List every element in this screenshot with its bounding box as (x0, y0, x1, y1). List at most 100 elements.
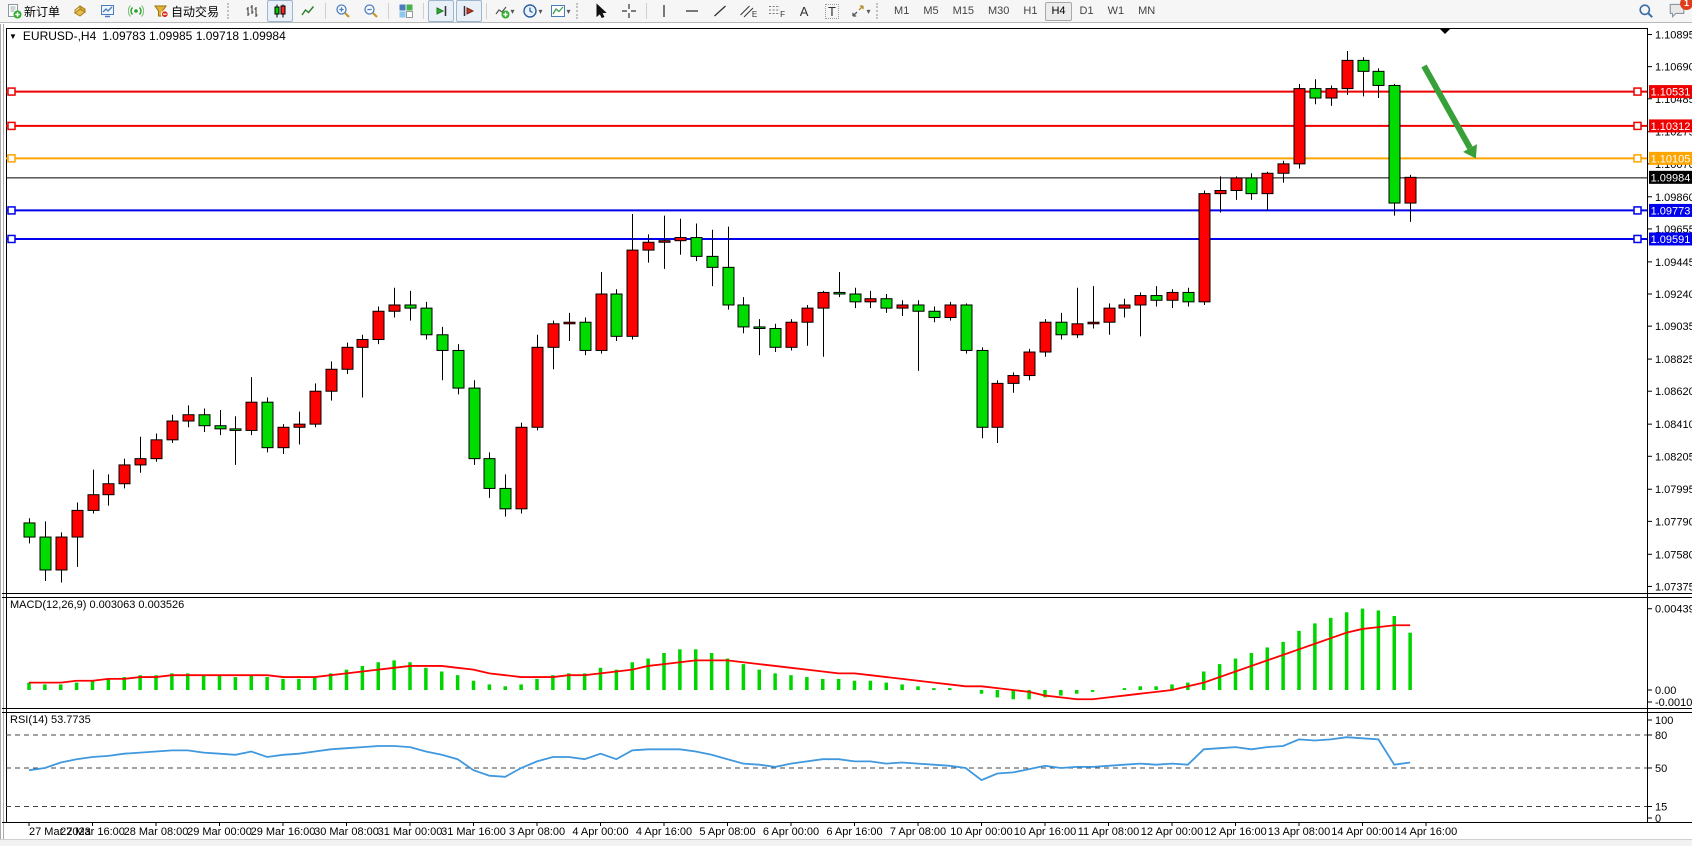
price-tick: 1.09240 (1655, 289, 1692, 301)
timeframe-M30[interactable]: M30 (988, 4, 1010, 17)
channel-letter: E (751, 9, 758, 19)
timeframe-W1[interactable]: W1 (1107, 4, 1125, 17)
templates-button[interactable]: ▾ (547, 0, 573, 22)
price-tick: 1.08205 (1655, 451, 1692, 463)
top-marker-triangle (1440, 29, 1450, 34)
tile-windows-button[interactable] (393, 0, 419, 22)
rsi-label: RSI(14) 53.7735 (10, 714, 91, 726)
chevron-down-icon[interactable]: ▾ (566, 6, 571, 16)
timeframe-M5[interactable]: M5 (923, 4, 939, 17)
toolbar-right-group: 1 (1632, 0, 1692, 22)
channel-lines-icon (739, 3, 755, 19)
toolbar-separator (486, 3, 488, 19)
rsi-tick: 50 (1655, 763, 1667, 775)
time-label[interactable]: 28 Mar 08:00 (124, 826, 189, 838)
clock-icon (522, 3, 538, 19)
price-tick: 1.08410 (1655, 419, 1692, 431)
price-tick: 1.07790 (1655, 516, 1692, 528)
time-label[interactable]: 31 Mar 00:00 (378, 826, 443, 838)
time-label[interactable]: 7 Apr 08:00 (890, 826, 946, 838)
signals-button[interactable] (123, 0, 149, 22)
price-tag: 1.10531 (1651, 87, 1691, 99)
fibonacci-button[interactable]: F (763, 0, 789, 22)
timeframe-H4[interactable]: H4 (1045, 1, 1072, 21)
auto-scroll-button[interactable] (428, 0, 455, 22)
time-label[interactable]: 10 Apr 00:00 (950, 826, 1012, 838)
chat-button[interactable]: 1 (1668, 0, 1692, 22)
text-label-button[interactable]: T (819, 0, 845, 22)
line-chart-button[interactable] (295, 0, 321, 22)
algo-trading-button[interactable]: 自动交易 (151, 0, 224, 22)
arrows-button[interactable]: ▾ (847, 0, 873, 22)
indicators-button[interactable]: ▾ (491, 0, 517, 22)
bar-chart-button[interactable] (239, 0, 265, 22)
chevron-down-icon[interactable]: ▾ (538, 6, 543, 16)
cursor-button[interactable] (588, 0, 614, 22)
time-label[interactable]: 29 Mar 00:00 (187, 826, 252, 838)
trendline-button[interactable] (707, 0, 733, 22)
chart-shift-button[interactable] (456, 0, 483, 22)
time-label[interactable]: 5 Apr 08:00 (699, 826, 755, 838)
time-label[interactable]: 11 Apr 08:00 (1078, 826, 1140, 838)
time-label[interactable]: 12 Apr 16:00 (1204, 826, 1266, 838)
time-label[interactable]: 29 Mar 16:00 (251, 826, 316, 838)
time-label[interactable]: 6 Apr 00:00 (763, 826, 819, 838)
chevron-down-icon[interactable]: ▾ (510, 6, 515, 16)
green-arrow[interactable] (1421, 64, 1473, 150)
horizontal-line-button[interactable] (679, 0, 705, 22)
algo-trading-label: 自动交易 (171, 4, 220, 19)
time-label[interactable]: 14 Apr 00:00 (1331, 826, 1393, 838)
time-label[interactable]: 30 Mar 08:00 (314, 826, 379, 838)
chart-ohlc-quote: 1.09783 1.09985 1.09718 1.09984 (102, 29, 286, 43)
horizontal-line-icon (684, 3, 700, 19)
toolbar-grip (876, 3, 883, 19)
toolbar-separator (423, 3, 425, 19)
crosshair-button[interactable] (616, 0, 642, 22)
title-triangle-icon[interactable]: ▼ (9, 31, 17, 41)
chart-window-button[interactable] (95, 0, 121, 22)
time-label[interactable]: 27 Mar 2023 (29, 826, 91, 838)
candlestick-icon (272, 3, 288, 19)
timeframe-D1[interactable]: D1 (1079, 4, 1094, 17)
time-label[interactable]: 6 Apr 16:00 (826, 826, 882, 838)
time-label[interactable]: 27 Mar 16:00 (60, 826, 125, 838)
time-label[interactable]: 4 Apr 16:00 (636, 826, 692, 838)
timeframe-M1[interactable]: M1 (894, 4, 910, 17)
macd-label: MACD(12,26,9) 0.003063 0.003526 (10, 599, 185, 611)
time-label[interactable]: 13 Apr 08:00 (1268, 826, 1330, 838)
gold-cube-icon (72, 3, 88, 19)
time-label[interactable]: 31 Mar 16:00 (441, 826, 506, 838)
time-label[interactable]: 14 Apr 16:00 (1395, 826, 1457, 838)
tile-windows-icon (398, 3, 414, 19)
panel-borders (0, 24, 1692, 846)
toolbar-separator (646, 3, 648, 19)
equidistant-channel-button[interactable]: E (735, 0, 761, 22)
funnel-icon (153, 3, 169, 19)
new-order-button[interactable]: 新订单 (4, 0, 65, 22)
candlestick-chart-button[interactable] (267, 0, 294, 22)
time-label[interactable]: 10 Apr 16:00 (1014, 826, 1076, 838)
status-bar (0, 839, 1692, 846)
zoom-out-button[interactable] (358, 0, 384, 22)
zoom-in-button[interactable] (330, 0, 356, 22)
rsi-line (28, 736, 1411, 782)
text-button[interactable]: A (791, 0, 817, 22)
timeframe-H1[interactable]: H1 (1023, 4, 1038, 17)
chevron-down-icon[interactable]: ▾ (866, 6, 871, 16)
timeframe-MN[interactable]: MN (1138, 4, 1156, 17)
document-plus-icon (6, 3, 22, 19)
price-tick: 1.10895 (1655, 30, 1692, 42)
vertical-line-button[interactable] (651, 0, 677, 22)
timeframe-M15[interactable]: M15 (952, 4, 974, 17)
search-button[interactable] (1633, 0, 1659, 22)
time-label[interactable]: 12 Apr 00:00 (1141, 826, 1203, 838)
price-tag: 1.10105 (1651, 153, 1691, 165)
time-label[interactable]: 3 Apr 08:00 (509, 826, 565, 838)
rsi-tick: 80 (1655, 730, 1667, 742)
template-chart-icon (550, 3, 566, 19)
periods-button[interactable]: ▾ (519, 0, 545, 22)
gold-box-button[interactable] (67, 0, 93, 22)
time-label[interactable]: 4 Apr 00:00 (572, 826, 628, 838)
